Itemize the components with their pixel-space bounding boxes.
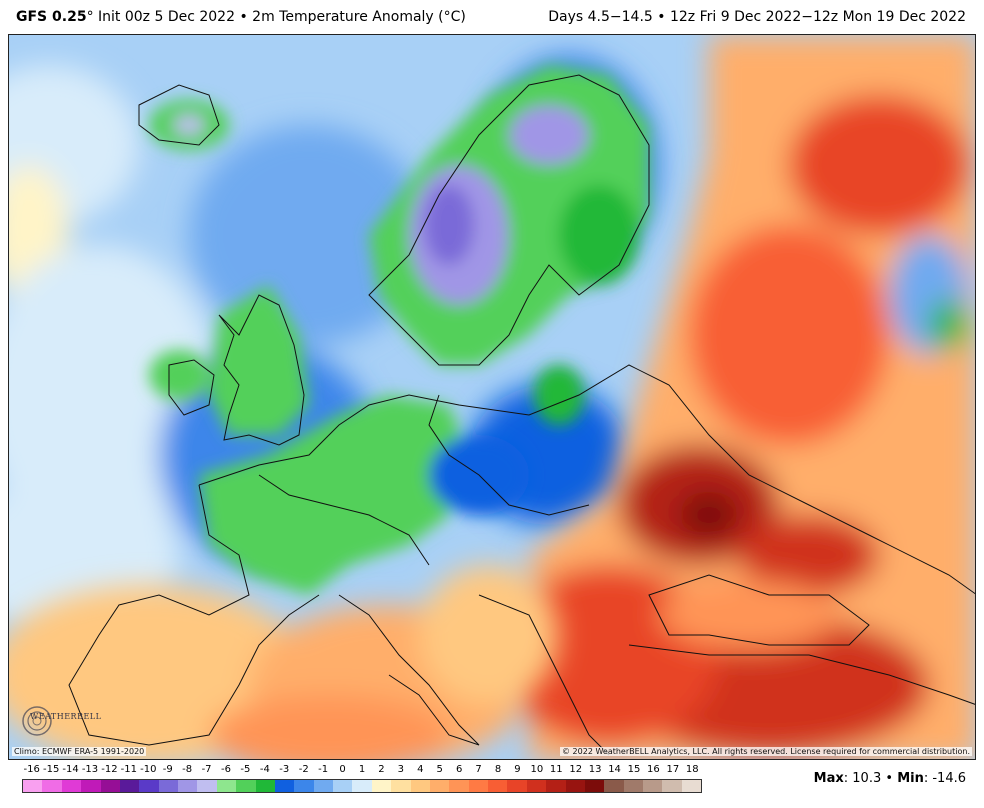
legend-swatch: [139, 780, 159, 792]
coastlines: [68, 74, 975, 756]
header-bullet: •: [239, 9, 248, 25]
legend-tick-label: 7: [475, 764, 482, 775]
southern-warm-field: [9, 565, 559, 759]
legend-swatch: [119, 780, 140, 792]
legend-tick-label: 1: [358, 764, 366, 775]
max-label: Max: [813, 771, 844, 786]
legend-tick-label: 14: [608, 764, 621, 775]
legend-tick-label: -14: [62, 764, 79, 775]
header: GFS 0.25° Init 00z 5 Dec 2022 • 2m Tempe…: [0, 0, 984, 34]
legend-swatch: [313, 780, 333, 792]
legend-tick-label: -3: [279, 764, 290, 775]
legend-swatch: [604, 780, 624, 792]
max-value: 10.3: [852, 771, 882, 786]
legend-swatch: [488, 780, 508, 792]
legend-swatch: [100, 780, 120, 792]
legend-tick-label: -10: [140, 764, 157, 775]
legend-swatch: [61, 780, 82, 792]
legend-swatch: [352, 780, 372, 792]
legend-tick-label: -8: [182, 764, 193, 775]
degree-sign: °: [86, 9, 94, 25]
legend-swatch: [81, 780, 101, 792]
init-time: Init 00z 5 Dec 2022: [98, 9, 235, 25]
legend-swatch: [468, 780, 488, 792]
legend-tick-label: -6: [221, 764, 231, 775]
legend-swatch: [178, 780, 198, 792]
legend-swatch: [662, 780, 682, 792]
legend-swatch: [565, 780, 585, 792]
legend-swatch: [333, 780, 353, 792]
legend-tick-label: -15: [42, 764, 60, 775]
legend-swatch: [255, 780, 275, 792]
color-legend: -16 -15 -14 -13 -12 -11 -10 -9 -8 -7 -6 -5 -4 -3 -2 -1 0…: [22, 764, 702, 804]
legend-tick-label: 12: [569, 764, 583, 775]
legend-tick-label: -1: [318, 764, 329, 775]
min-label: Min: [897, 771, 924, 786]
legend-tick-label: 2: [378, 764, 385, 775]
min-value: -14.6: [932, 771, 966, 786]
legend-tick-label: 13: [588, 764, 602, 775]
legend-swatch: [294, 780, 314, 792]
legend-swatch: [526, 780, 547, 792]
legend-tick-label: 11: [549, 764, 563, 775]
legend-swatch: [410, 780, 430, 792]
legend-swatch: [584, 780, 605, 792]
header-title: GFS 0.25° Init 00z 5 Dec 2022 • 2m Tempe…: [16, 0, 466, 34]
legend-swatch: [42, 780, 62, 792]
copyright-note: © 2022 WeatherBELL Analytics, LLC. All r…: [560, 747, 972, 756]
legend-tick-label: 0: [339, 764, 346, 775]
maxmin-bullet: •: [885, 771, 894, 786]
legend-tick-label: 4: [417, 764, 424, 775]
legend-swatch: [197, 780, 217, 792]
legend-swatch: [623, 780, 643, 792]
max-min-readout: Max: 10.3 • Min: -14.6: [813, 771, 966, 786]
legend-swatch: [391, 780, 411, 792]
legend-swatch: [507, 780, 527, 792]
map-canvas: [9, 35, 975, 759]
legend-tick-label: 9: [514, 764, 521, 775]
valid-period: Days 4.5−14.5 • 12z Fri 9 Dec 2022−12z M…: [548, 9, 966, 25]
legend-swatch: [681, 780, 702, 792]
weatherbell-logo-emblem: [22, 706, 52, 736]
legend-swatch: [546, 780, 566, 792]
weatherbell-logo: WEATHERBELL: [30, 712, 102, 721]
legend-swatch: [429, 780, 450, 792]
eastern-warm-field: [499, 35, 975, 759]
legend-tick-label: -11: [120, 764, 138, 775]
legend-swatch: [236, 780, 256, 792]
legend-labels: -16 -15 -14 -13 -12 -11 -10 -9 -8 -7 -6 -5 -4 -3 -2 -1 0…: [22, 764, 702, 778]
model-name: GFS 0.25: [16, 9, 87, 25]
legend-tick-label: -16: [23, 764, 40, 775]
legend-tick-label: -13: [81, 764, 99, 775]
legend-tick-label: -12: [101, 764, 118, 775]
scandinavia-cold-field: [369, 65, 649, 365]
legend-tick-label: 8: [494, 764, 502, 775]
climo-note: Climo: ECMWF ERA-5 1991-2020: [12, 747, 147, 756]
legend-tick-label: -7: [201, 764, 212, 775]
legend-tick-label: 5: [436, 764, 443, 775]
legend-tick-label: 3: [397, 764, 405, 775]
product-name: 2m Temperature Anomaly (°C): [252, 9, 466, 25]
legend-swatch: [274, 780, 295, 792]
legend-tick-label: -9: [162, 764, 173, 775]
legend-swatch: [449, 780, 469, 792]
legend-tick-label: -2: [298, 764, 309, 775]
legend-tick-label: 17: [666, 764, 680, 775]
legend-tick-label: 16: [647, 764, 660, 775]
legend-swatch: [371, 780, 392, 792]
legend-tick-label: -4: [259, 764, 270, 775]
legend-tick-label: 15: [627, 764, 641, 775]
legend-swatch: [643, 780, 663, 792]
legend-color-bar: [22, 779, 702, 793]
legend-tick-label: 18: [685, 764, 699, 775]
legend-swatch: [216, 780, 237, 792]
legend-swatch: [158, 780, 178, 792]
legend-swatch: [23, 780, 43, 792]
legend-tick-label: 10: [530, 764, 544, 775]
anomaly-map: [8, 34, 976, 760]
legend-tick-label: 6: [455, 764, 463, 775]
legend-tick-label: -5: [240, 764, 251, 775]
